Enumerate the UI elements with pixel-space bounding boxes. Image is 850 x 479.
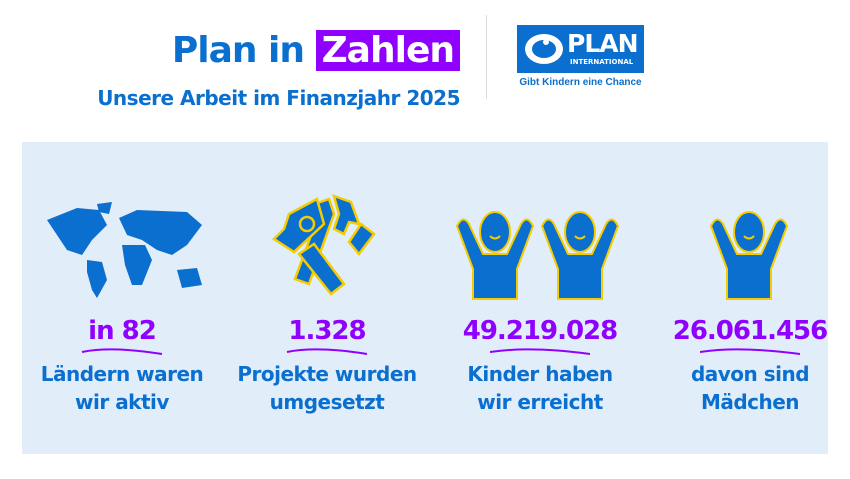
girl-icon xyxy=(709,211,789,300)
stats-panel: in 82 Ländern waren wir aktiv 1.328 Proje… xyxy=(22,142,828,454)
underline-swoosh xyxy=(286,348,368,355)
plan-logo: PLAN INTERNATIONAL xyxy=(517,25,644,73)
logo-tagline: Gibt Kindern eine Chance xyxy=(519,77,642,88)
page-subtitle: Unsere Arbeit im Finanzjahr 2025 xyxy=(97,86,460,110)
logo-emblem-icon xyxy=(525,34,563,64)
page-title: Plan in Zahlen xyxy=(150,30,460,71)
children-icon xyxy=(455,211,620,300)
underline-swoosh xyxy=(490,348,590,355)
underline-swoosh xyxy=(700,348,800,355)
divider xyxy=(486,15,487,99)
title-highlight: Zahlen xyxy=(315,30,460,71)
tools-icon xyxy=(272,194,376,296)
underline-swoosh xyxy=(81,348,163,355)
world-map-icon xyxy=(47,202,202,298)
